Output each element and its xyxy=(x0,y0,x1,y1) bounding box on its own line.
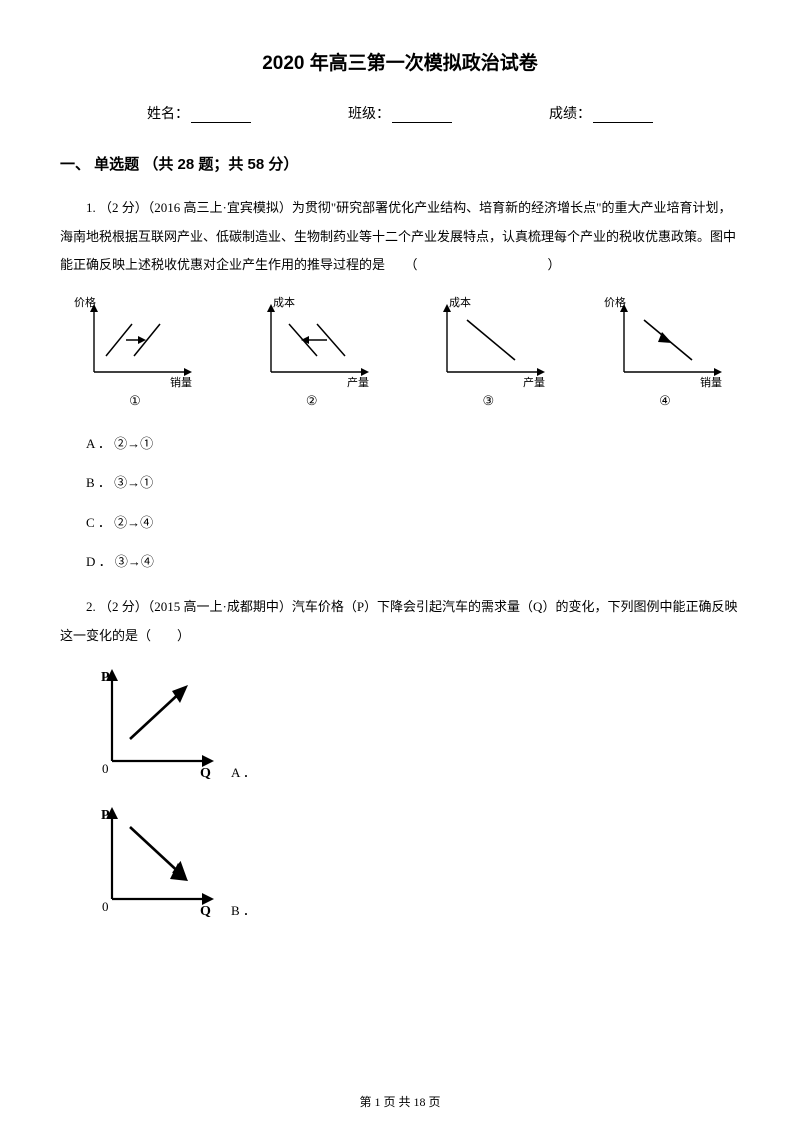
q1-option-b[interactable]: B ． ③→① xyxy=(60,471,740,494)
chart-4-svg: 价格 销量 xyxy=(600,294,730,389)
q1-chart-4: 价格 销量 ④ xyxy=(600,294,730,410)
chart-4-xlabel: 销量 xyxy=(700,375,722,389)
chart-3-num: ③ xyxy=(482,393,494,409)
q1-charts-row: 价格 销量 ① 成本 产量 ② 成本 xyxy=(60,294,740,410)
q2b-q: Q xyxy=(200,904,211,918)
q2a-q: Q xyxy=(200,766,211,780)
name-label: 姓名： xyxy=(147,103,189,123)
chart-2-num: ② xyxy=(306,393,318,409)
q2-option-a-label[interactable]: A ． xyxy=(231,762,256,781)
name-blank[interactable] xyxy=(191,109,251,123)
q1-chart-3: 成本 产量 ③ xyxy=(423,294,553,410)
q1-options: A ． ②→① B ． ③→① C ． ②→④ D ． ③→④ xyxy=(60,432,740,574)
q2-chart-a-svg: P 0 Q xyxy=(78,665,223,780)
chart-2-ylabel: 成本 xyxy=(273,295,295,309)
page-title: 2020 年高三第一次模拟政治试卷 xyxy=(60,48,740,75)
q2-chart-b-svg: P 0 Q xyxy=(78,803,223,918)
chart-2-xlabel: 产量 xyxy=(347,375,369,389)
chart-3-svg: 成本 产量 xyxy=(423,294,553,389)
q2-option-b-label[interactable]: B ． xyxy=(231,900,256,919)
page-footer: 第 1 页 共 18 页 xyxy=(0,1093,800,1110)
q1-option-c[interactable]: C ． ②→④ xyxy=(60,511,740,534)
score-label: 成绩： xyxy=(549,103,591,123)
chart-1-svg: 价格 销量 xyxy=(70,294,200,389)
section-header: 一、 单选题 （共 28 题；共 58 分） xyxy=(60,153,740,174)
chart-1-xlabel: 销量 xyxy=(170,375,192,389)
class-blank[interactable] xyxy=(392,109,452,123)
q1-option-a[interactable]: A ． ②→① xyxy=(60,432,740,455)
q1-option-d[interactable]: D ． ③→④ xyxy=(60,550,740,573)
q1-chart-1: 价格 销量 ① xyxy=(70,294,200,410)
chart-1-num: ① xyxy=(129,393,141,409)
score-blank[interactable] xyxy=(593,109,653,123)
q2-charts: P 0 Q A ． P 0 Q B ． xyxy=(78,665,740,923)
student-info-row: 姓名： 班级： 成绩： xyxy=(60,103,740,123)
q2a-o: 0 xyxy=(102,761,109,776)
q2b-o: 0 xyxy=(102,899,109,914)
chart-4-num: ④ xyxy=(659,393,671,409)
class-label: 班级： xyxy=(348,103,390,123)
chart-3-ylabel: 成本 xyxy=(449,295,471,309)
q2-chart-a: P 0 Q A ． xyxy=(78,665,740,785)
chart-2-svg: 成本 产量 xyxy=(247,294,377,389)
q2-chart-b: P 0 Q B ． xyxy=(78,803,740,923)
question-2-text: 2. （2 分）（2015 高一上·成都期中）汽车价格（P）下降会引起汽车的需求… xyxy=(60,593,740,650)
q1-chart-2: 成本 产量 ② xyxy=(247,294,377,410)
chart-3-xlabel: 产量 xyxy=(523,375,545,389)
question-1-text: 1. （2 分）（2016 高三上·宜宾模拟）为贯彻"研究部署优化产业结构、培育… xyxy=(60,194,740,280)
